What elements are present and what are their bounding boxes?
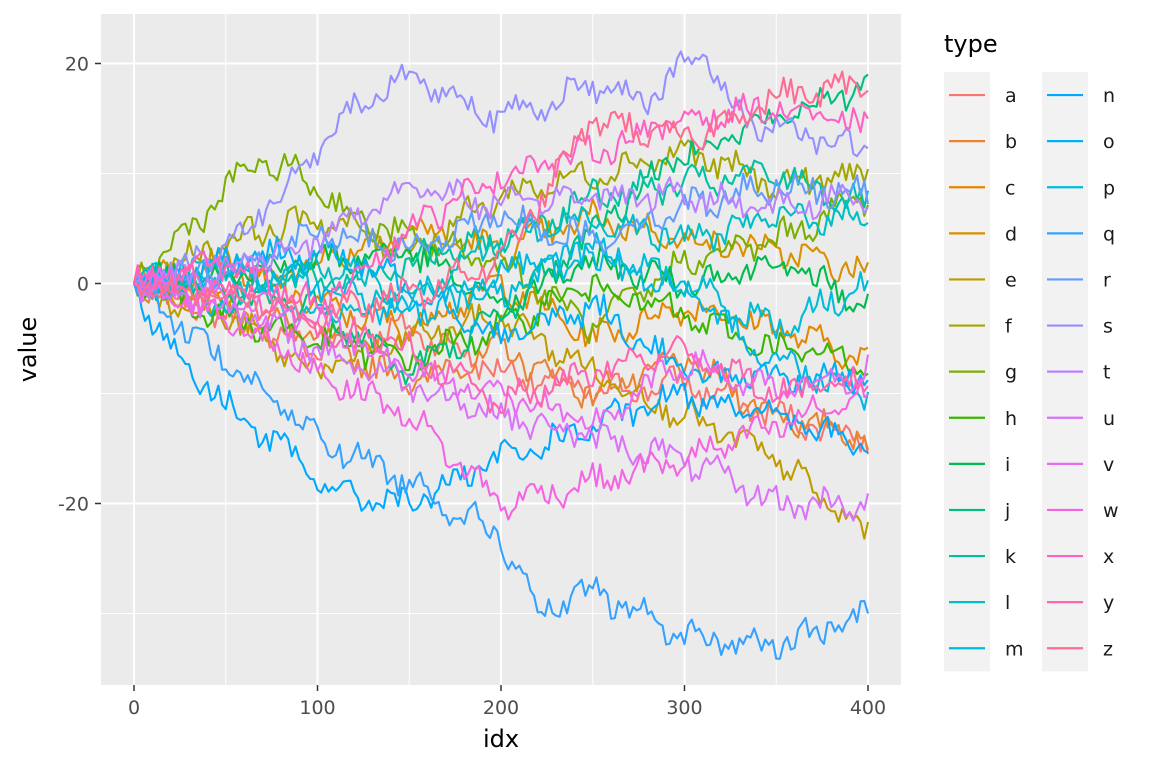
x-tick-label: 0 <box>128 697 140 719</box>
legend-label-g: g <box>1005 362 1017 384</box>
legend-label-c: c <box>1005 177 1015 199</box>
series-line-y <box>132 263 869 415</box>
series-line-z <box>133 70 869 331</box>
x-tick-label: 100 <box>299 697 335 719</box>
y-tick-label: 0 <box>77 274 89 296</box>
legend-label-o: o <box>1103 131 1115 153</box>
legend-label-j: j <box>1004 500 1010 522</box>
series-line-q <box>133 283 870 660</box>
legend-label-l: l <box>1005 592 1010 614</box>
series-line-u <box>133 277 870 522</box>
legend-label-i: i <box>1005 454 1010 476</box>
series-line-n <box>133 282 869 512</box>
legend-label-f: f <box>1005 316 1013 338</box>
legend-label-p: p <box>1103 177 1115 199</box>
legend-title: type <box>944 30 998 58</box>
series-line-f <box>133 139 870 291</box>
series-line-x <box>132 92 869 316</box>
legend-label-e: e <box>1005 269 1017 291</box>
legend-label-t: t <box>1103 362 1110 384</box>
x-tick-label: 300 <box>666 697 702 719</box>
y-tick-label: -20 <box>58 494 89 516</box>
legend-label-r: r <box>1103 269 1111 291</box>
legend-label-u: u <box>1103 408 1115 430</box>
y-tick-label: 20 <box>65 54 89 76</box>
legend-label-v: v <box>1103 454 1114 476</box>
series-line-r <box>132 172 870 300</box>
series-line-l <box>133 199 869 318</box>
legend-label-a: a <box>1005 85 1017 107</box>
legend-label-x: x <box>1103 546 1114 568</box>
x-axis-title: idx <box>483 725 519 753</box>
series-line-t <box>133 176 869 299</box>
legend-label-n: n <box>1103 85 1115 107</box>
series-line-o <box>133 234 869 398</box>
plot-panel <box>101 14 901 685</box>
legend-label-w: w <box>1103 500 1119 522</box>
axes: 0 100 200 300 400 -20 0 20 idx value <box>14 54 886 754</box>
series-line-w <box>133 271 869 521</box>
legend-label-h: h <box>1005 408 1017 430</box>
legend: type a b c d e f g h i j k l m n o p q r s t u v w x y z <box>944 30 1119 672</box>
legend-label-m: m <box>1005 638 1024 660</box>
x-tick-label: 200 <box>483 697 519 719</box>
legend-label-k: k <box>1005 546 1016 568</box>
legend-label-d: d <box>1005 223 1017 245</box>
legend-label-q: q <box>1103 223 1115 245</box>
legend-label-y: y <box>1103 592 1114 614</box>
legend-label-s: s <box>1103 316 1113 338</box>
legend-label-b: b <box>1005 131 1017 153</box>
x-tick-label: 400 <box>850 697 886 719</box>
y-axis-title: value <box>14 317 42 383</box>
series-lines <box>132 50 870 660</box>
legend-label-z: z <box>1103 638 1113 660</box>
series-line-p <box>133 232 869 340</box>
